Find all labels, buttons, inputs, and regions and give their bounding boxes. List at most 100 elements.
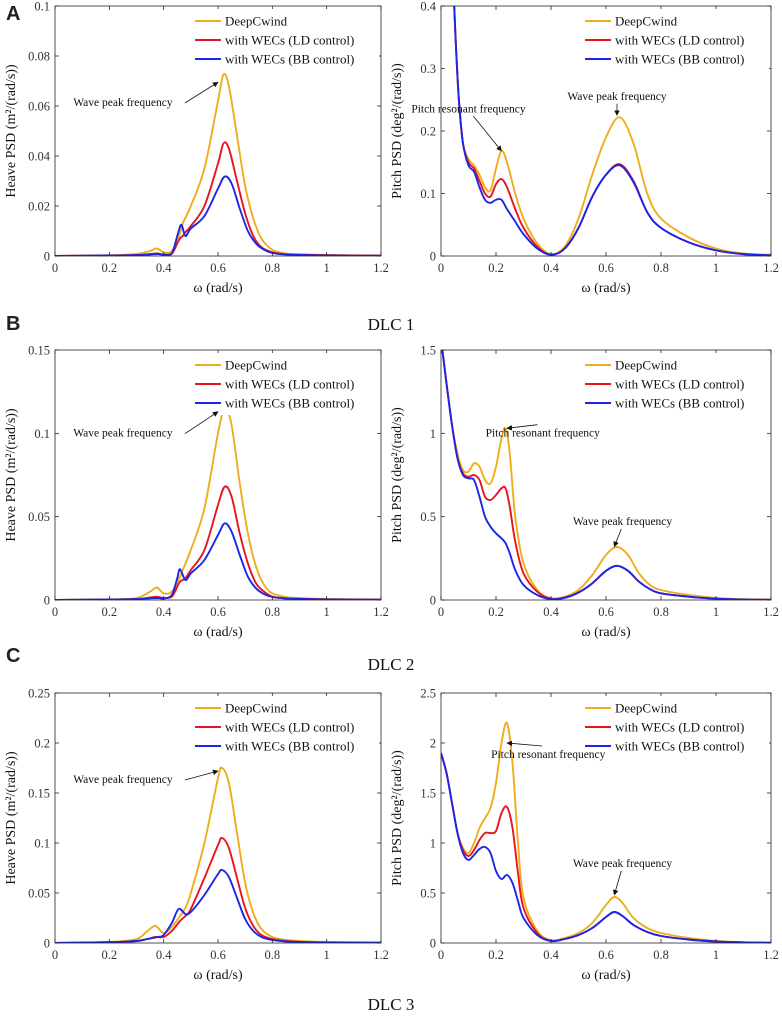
annotation-arrow xyxy=(184,769,219,781)
legend-label-deepcwind: DeepCwind xyxy=(225,701,288,716)
chart-dlc2-heave: 0 0.2 0.4 0.6 0.8 1 1.2 0 0.05 0.1 0.15 ω (rad/s) He… xyxy=(4,344,389,641)
y-tick-label: 0.1 xyxy=(34,837,50,851)
annotation-label: Wave peak frequency xyxy=(573,858,673,870)
panel-letter-c: C xyxy=(6,645,20,667)
x-tick-label: 1.2 xyxy=(373,948,389,962)
x-tick-label: 0.4 xyxy=(156,261,172,275)
annotation-arrow xyxy=(184,411,219,434)
y-tick-label: 0.02 xyxy=(28,200,50,214)
series-line-deepcwind xyxy=(441,350,771,600)
dlc-label-3: DLC 3 xyxy=(368,995,415,1014)
annotation-label: Wave peak frequency xyxy=(73,774,173,786)
y-axis-label: Pitch PSD (deg²/(rad/s)) xyxy=(390,63,405,199)
annotation-arrow xyxy=(506,424,538,431)
y-tick-label: 0 xyxy=(430,937,436,951)
legend-label-deepcwind: DeepCwind xyxy=(225,14,288,29)
legend-label-deepcwind: DeepCwind xyxy=(615,14,678,29)
x-axis-label: ω (rad/s) xyxy=(581,968,631,983)
legend-label-bb-control: with WECs (BB control) xyxy=(225,739,354,754)
x-tick-label: 0.4 xyxy=(543,261,559,275)
y-tick-label: 2.5 xyxy=(420,687,436,701)
y-tick-label: 0.2 xyxy=(34,737,50,751)
chart-dlc2-pitch: 0 0.2 0.4 0.6 0.8 1 1.2 0 0.5 1 1.5 ω (rad/s) Pitch … xyxy=(390,344,779,641)
chart-dlc3-pitch: 0 0.2 0.4 0.6 0.8 1 1.2 0 0.5 1 1.5 2 2.5 ω (rad/s) Pi… xyxy=(390,687,779,984)
x-tick-label: 0.6 xyxy=(210,605,226,619)
x-tick-label: 0.2 xyxy=(102,948,118,962)
y-tick-label: 0.5 xyxy=(420,887,436,901)
y-tick-label: 1 xyxy=(430,837,436,851)
annotation-label: Pitch resonant frequency xyxy=(491,749,606,761)
y-axis-label: Heave PSD (m²/(rad/s)) xyxy=(4,64,19,198)
y-tick-label: 0.1 xyxy=(34,0,50,14)
x-axis-label: ω (rad/s) xyxy=(193,968,243,983)
y-tick-label: 0.15 xyxy=(28,787,50,801)
legend-label-deepcwind: DeepCwind xyxy=(615,701,678,716)
y-tick-label: 0.08 xyxy=(28,50,50,64)
x-tick-label: 0.6 xyxy=(598,948,614,962)
x-tick-label: 0.2 xyxy=(488,261,504,275)
x-tick-label: 0.2 xyxy=(102,605,118,619)
series-line-deepcwind xyxy=(441,721,771,943)
y-tick-label: 0.1 xyxy=(420,187,436,201)
x-axis-label: ω (rad/s) xyxy=(581,281,631,296)
x-tick-label: 1.2 xyxy=(763,605,779,619)
annotation-arrow xyxy=(612,870,622,896)
x-tick-label: 0.2 xyxy=(488,605,504,619)
x-tick-label: 1 xyxy=(713,261,719,275)
annotation-arrow xyxy=(473,115,502,152)
y-tick-label: 0 xyxy=(44,594,50,608)
y-axis-label: Pitch PSD (deg²/(rad/s)) xyxy=(390,407,405,543)
y-tick-label: 0.1 xyxy=(34,427,50,441)
legend-label-bb-control: with WECs (BB control) xyxy=(615,396,744,411)
panel-letter-b: B xyxy=(6,313,20,335)
x-tick-label: 0.8 xyxy=(265,261,281,275)
x-tick-label: 0 xyxy=(438,605,444,619)
y-tick-label: 0.2 xyxy=(420,125,436,139)
series-line-bb-control xyxy=(55,175,381,256)
series-line-deepcwind xyxy=(453,6,771,256)
y-axis-label: Heave PSD (m²/(rad/s)) xyxy=(4,751,19,885)
y-tick-label: 1 xyxy=(430,427,436,441)
y-tick-label: 0.5 xyxy=(420,510,436,524)
panel-letter-a: A xyxy=(6,3,20,25)
x-axis-label: ω (rad/s) xyxy=(193,281,243,296)
x-tick-label: 1 xyxy=(324,605,330,619)
x-tick-label: 0.4 xyxy=(156,948,172,962)
series-line-deepcwind xyxy=(55,766,381,943)
x-tick-label: 1.2 xyxy=(763,948,779,962)
x-tick-label: 0 xyxy=(438,261,444,275)
annotation-label: Pitch resonant frequency xyxy=(411,103,526,115)
y-axis-label: Pitch PSD (deg²/(rad/s)) xyxy=(390,750,405,886)
x-tick-label: 0.8 xyxy=(653,605,669,619)
series-line-bb-control xyxy=(453,6,771,256)
x-tick-label: 0 xyxy=(438,948,444,962)
x-tick-label: 1 xyxy=(713,948,719,962)
x-tick-label: 1.2 xyxy=(763,261,779,275)
x-tick-label: 0.4 xyxy=(156,605,172,619)
x-tick-label: 1.2 xyxy=(373,605,389,619)
x-axis-label: ω (rad/s) xyxy=(193,625,243,640)
y-tick-label: 1.5 xyxy=(420,787,436,801)
annotation-arrow xyxy=(184,81,219,104)
y-tick-label: 0.4 xyxy=(420,0,436,14)
y-tick-label: 0.06 xyxy=(28,100,50,114)
annotation-label: Pitch resonant frequency xyxy=(486,428,601,440)
x-tick-label: 0.2 xyxy=(102,261,118,275)
x-axis-label: ω (rad/s) xyxy=(581,625,631,640)
y-tick-label: 0 xyxy=(44,250,50,264)
dlc-label-1: DLC 1 xyxy=(368,315,415,334)
legend-label-ld-control: with WECs (LD control) xyxy=(615,720,744,735)
series-line-bb-control xyxy=(55,522,381,600)
y-tick-label: 0.04 xyxy=(28,150,51,164)
series-line-deepcwind xyxy=(55,73,381,256)
legend-label-ld-control: with WECs (LD control) xyxy=(615,33,744,48)
y-tick-label: 0.3 xyxy=(420,62,436,76)
chart-dlc3-heave: 0 0.2 0.4 0.6 0.8 1 1.2 0 0.05 0.1 0.15 0.2 0.25 ω (r… xyxy=(4,687,389,984)
legend-label-ld-control: with WECs (LD control) xyxy=(225,377,354,392)
annotation-label: Wave peak frequency xyxy=(73,428,173,440)
dlc-label-2: DLC 2 xyxy=(368,655,415,674)
annotation-label: Wave peak frequency xyxy=(73,97,173,109)
chart-dlc1-pitch: 0 0.2 0.4 0.6 0.8 1 1.2 0 0.1 0.2 0.3 0.4 ω (rad/s) P… xyxy=(390,0,779,296)
legend-label-bb-control: with WECs (BB control) xyxy=(615,739,744,754)
